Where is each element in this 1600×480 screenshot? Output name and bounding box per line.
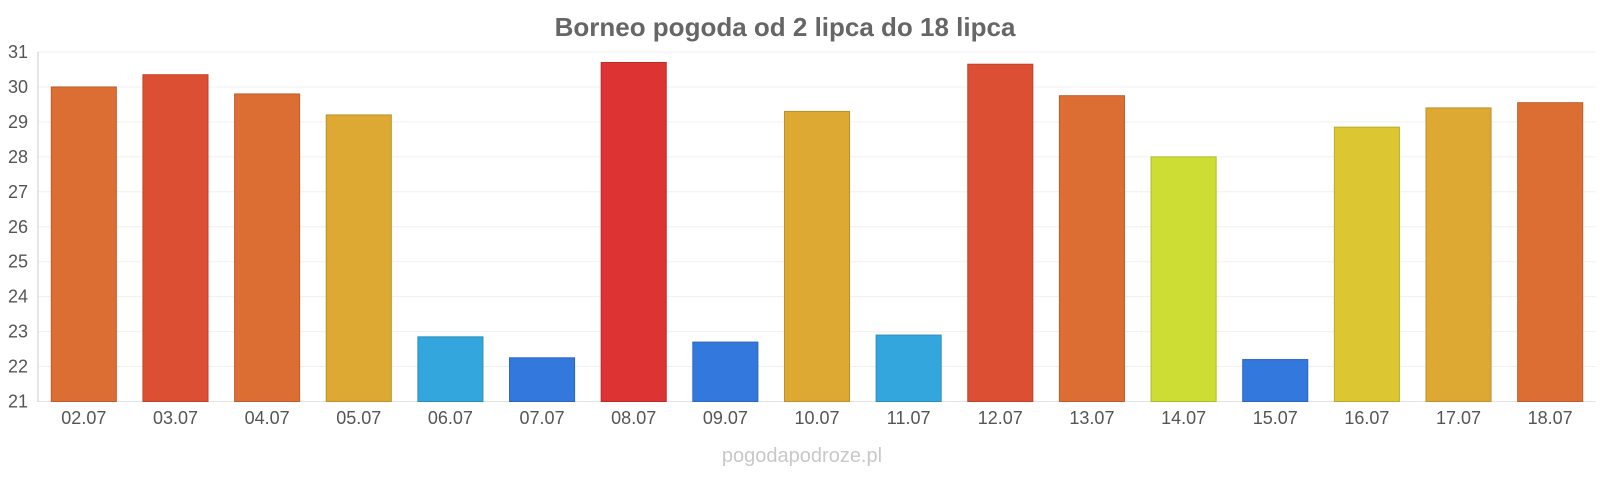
bar [50,86,117,402]
bar [1425,107,1492,402]
x-tick-label: 06.07 [428,408,473,428]
bar [142,74,209,402]
y-tick-label: 28 [8,147,28,167]
bar [417,336,484,402]
y-tick-label: 27 [8,182,28,202]
bar [875,334,942,402]
y-tick-label: 26 [8,217,28,237]
bar [600,61,667,403]
x-tick-label: 10.07 [794,408,839,428]
x-tick-label: 17.07 [1436,408,1481,428]
y-tick-label: 30 [8,77,28,97]
bar [783,110,851,402]
y-tick-label: 29 [8,112,28,132]
y-tick-labels: 21 22 23 24 25 26 27 28 29 30 31 [8,42,28,412]
y-tick-label: 31 [8,42,28,62]
x-tick-label: 09.07 [703,408,748,428]
x-tick-label: 14.07 [1161,408,1206,428]
x-tick-label: 15.07 [1253,408,1298,428]
bar [1150,156,1217,402]
x-tick-label: 02.07 [61,408,106,428]
bar [967,63,1034,402]
x-tick-label: 05.07 [336,408,381,428]
x-tick-label: 13.07 [1069,408,1114,428]
y-tick-label: 21 [8,392,28,412]
x-tick-label: 12.07 [978,408,1023,428]
x-tick-label: 03.07 [153,408,198,428]
watermark: pogodapodroze.pl [722,445,882,467]
x-tick-label: 11.07 [887,408,931,428]
y-tick-label: 24 [8,287,28,307]
bars [50,61,1584,403]
bar [1058,95,1125,402]
y-tick-label: 22 [8,357,28,377]
x-tick-label: 16.07 [1344,408,1389,428]
x-tick-labels: 02.07 03.07 04.07 05.07 06.07 07.07 08.07 09.07… [61,408,1572,428]
bar [325,114,392,402]
chart-title: Borneo pogoda od 2 lipca do 18 lipca [555,12,1016,42]
bar [1517,102,1584,403]
x-tick-label: 18.07 [1528,408,1573,428]
x-tick-label: 07.07 [520,408,565,428]
bar [1242,359,1309,402]
bar [234,93,301,402]
bar [692,341,759,402]
x-tick-label: 08.07 [611,408,656,428]
x-tick-label: 04.07 [245,408,290,428]
bar [509,357,576,402]
y-tick-label: 23 [8,322,28,342]
y-tick-label: 25 [8,252,28,272]
bar [1333,126,1400,403]
